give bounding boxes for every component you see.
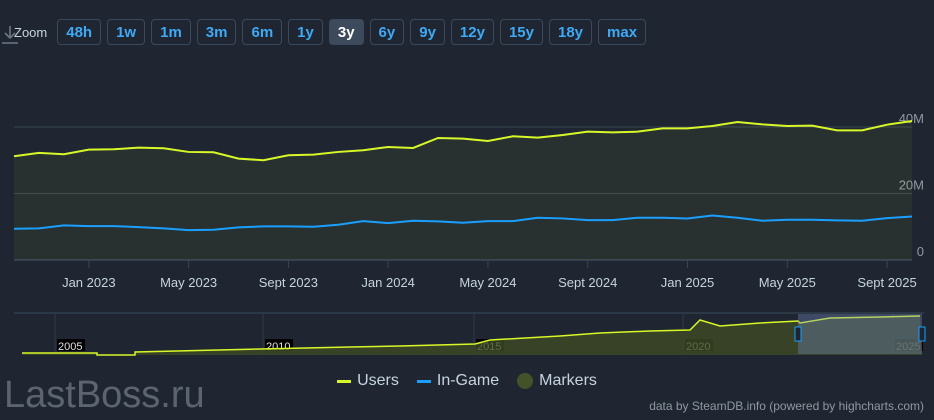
y-tick-label: 20M bbox=[899, 178, 924, 193]
zoom-button-1m[interactable]: 1m bbox=[151, 19, 191, 45]
zoom-label: Zoom bbox=[14, 24, 48, 40]
x-tick-label: Sept 2023 bbox=[259, 275, 318, 290]
x-tick-label: May 2023 bbox=[160, 275, 217, 290]
navigator-area bbox=[22, 316, 922, 355]
x-tick-label: May 2025 bbox=[759, 275, 816, 290]
x-tick-label: Jan 2024 bbox=[361, 275, 415, 290]
navigator-handle-left[interactable] bbox=[794, 326, 802, 342]
credit-text[interactable]: data by SteamDB.info (powered by highcha… bbox=[649, 399, 924, 413]
zoom-button-1y[interactable]: 1y bbox=[288, 19, 323, 45]
legend-users[interactable]: Users bbox=[337, 372, 399, 390]
legend: Users In-Game Markers bbox=[0, 372, 934, 390]
zoom-button-9y[interactable]: 9y bbox=[410, 19, 445, 45]
zoom-button-12y[interactable]: 12y bbox=[450, 19, 494, 45]
navigator-tick-label: 2005 bbox=[58, 341, 82, 353]
x-tick-label: May 2024 bbox=[459, 275, 516, 290]
legend-in-game[interactable]: In-Game bbox=[416, 372, 500, 390]
zoom-bar: Zoom 48h 1w 1m 3m 6m 1y 3y 6y 9y 12y 15y 18y max bbox=[14, 19, 647, 45]
legend-markers-label: Markers bbox=[539, 372, 597, 389]
zoom-button-3y[interactable]: 3y bbox=[328, 19, 364, 45]
download-icon[interactable] bbox=[0, 24, 20, 46]
x-tick-label: Sept 2024 bbox=[558, 275, 617, 290]
legend-markers[interactable]: Markers bbox=[517, 372, 597, 390]
navigator-tick-bg bbox=[57, 339, 85, 351]
zoom-button-6y[interactable]: 6y bbox=[369, 19, 405, 45]
zoom-button-max[interactable]: max bbox=[598, 19, 647, 45]
navigator-selection bbox=[798, 314, 922, 354]
x-tick-label: Sept 2025 bbox=[857, 275, 916, 290]
y-tick-label: 0 bbox=[917, 244, 924, 259]
x-tick-label: Jan 2025 bbox=[661, 275, 715, 290]
zoom-button-1w[interactable]: 1w bbox=[107, 19, 146, 45]
zoom-button-15y[interactable]: 15y bbox=[499, 19, 543, 45]
legend-in-game-label: In-Game bbox=[436, 372, 500, 389]
zoom-button-6m[interactable]: 6m bbox=[242, 19, 283, 45]
legend-users-label: Users bbox=[357, 372, 399, 389]
watermark: LastBoss.ru bbox=[4, 374, 205, 416]
navigator-handle-right[interactable] bbox=[918, 326, 926, 342]
x-tick-label: Jan 2023 bbox=[62, 275, 116, 290]
users-area bbox=[14, 121, 912, 260]
navigator-line bbox=[22, 315, 921, 356]
zoom-button-48h[interactable]: 48h bbox=[57, 19, 102, 45]
zoom-button-3m[interactable]: 3m bbox=[196, 19, 237, 45]
zoom-button-18y[interactable]: 18y bbox=[548, 19, 593, 45]
